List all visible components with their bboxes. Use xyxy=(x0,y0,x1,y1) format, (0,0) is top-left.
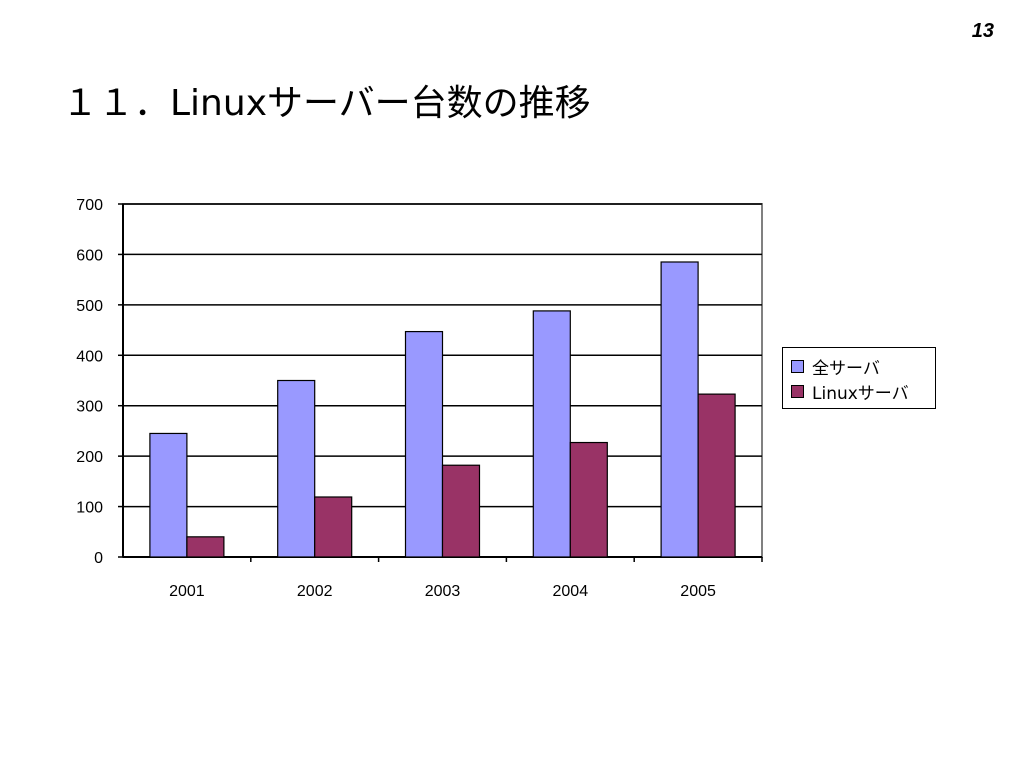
y-tick-label: 700 xyxy=(76,197,103,214)
bar-all-servers xyxy=(532,310,571,558)
bar-all-servers xyxy=(404,330,444,558)
legend-swatch-linux xyxy=(791,385,804,398)
x-tick-label: 2002 xyxy=(297,583,333,600)
page-number: 13 xyxy=(971,20,994,42)
bar-linux-servers xyxy=(697,393,736,558)
bar-linux-servers xyxy=(314,496,353,558)
legend-item-all: 全サーバ xyxy=(791,354,929,379)
legend-item-linux: Linuxサーバ xyxy=(791,379,929,404)
slide-title: １１．Linuxサーバー台数の推移 xyxy=(62,83,591,124)
bar-linux-servers xyxy=(441,464,481,558)
bar-all-servers xyxy=(660,261,699,558)
chart-legend: 全サーバ Linuxサーバ xyxy=(782,347,936,409)
bar-linux-servers xyxy=(569,441,608,558)
y-tick-label: 500 xyxy=(76,298,103,315)
bar-linux-servers xyxy=(186,536,225,558)
legend-label-linux: Linuxサーバ xyxy=(812,384,909,404)
bar-all-servers xyxy=(277,379,316,558)
y-tick-label: 200 xyxy=(76,449,103,466)
legend-label-all: 全サーバ xyxy=(812,359,880,379)
x-tick-label: 2001 xyxy=(169,583,205,600)
x-tick-label: 2005 xyxy=(680,583,716,600)
bar-all-servers xyxy=(149,432,188,558)
y-tick-label: 400 xyxy=(76,348,103,365)
x-tick-label: 2003 xyxy=(425,583,461,600)
legend-swatch-all xyxy=(791,360,804,373)
y-tick-label: 100 xyxy=(76,500,103,517)
y-tick-label: 300 xyxy=(76,399,103,416)
x-tick-label: 2004 xyxy=(553,583,589,600)
y-tick-label: 600 xyxy=(76,247,103,264)
y-tick-label: 0 xyxy=(94,550,103,567)
